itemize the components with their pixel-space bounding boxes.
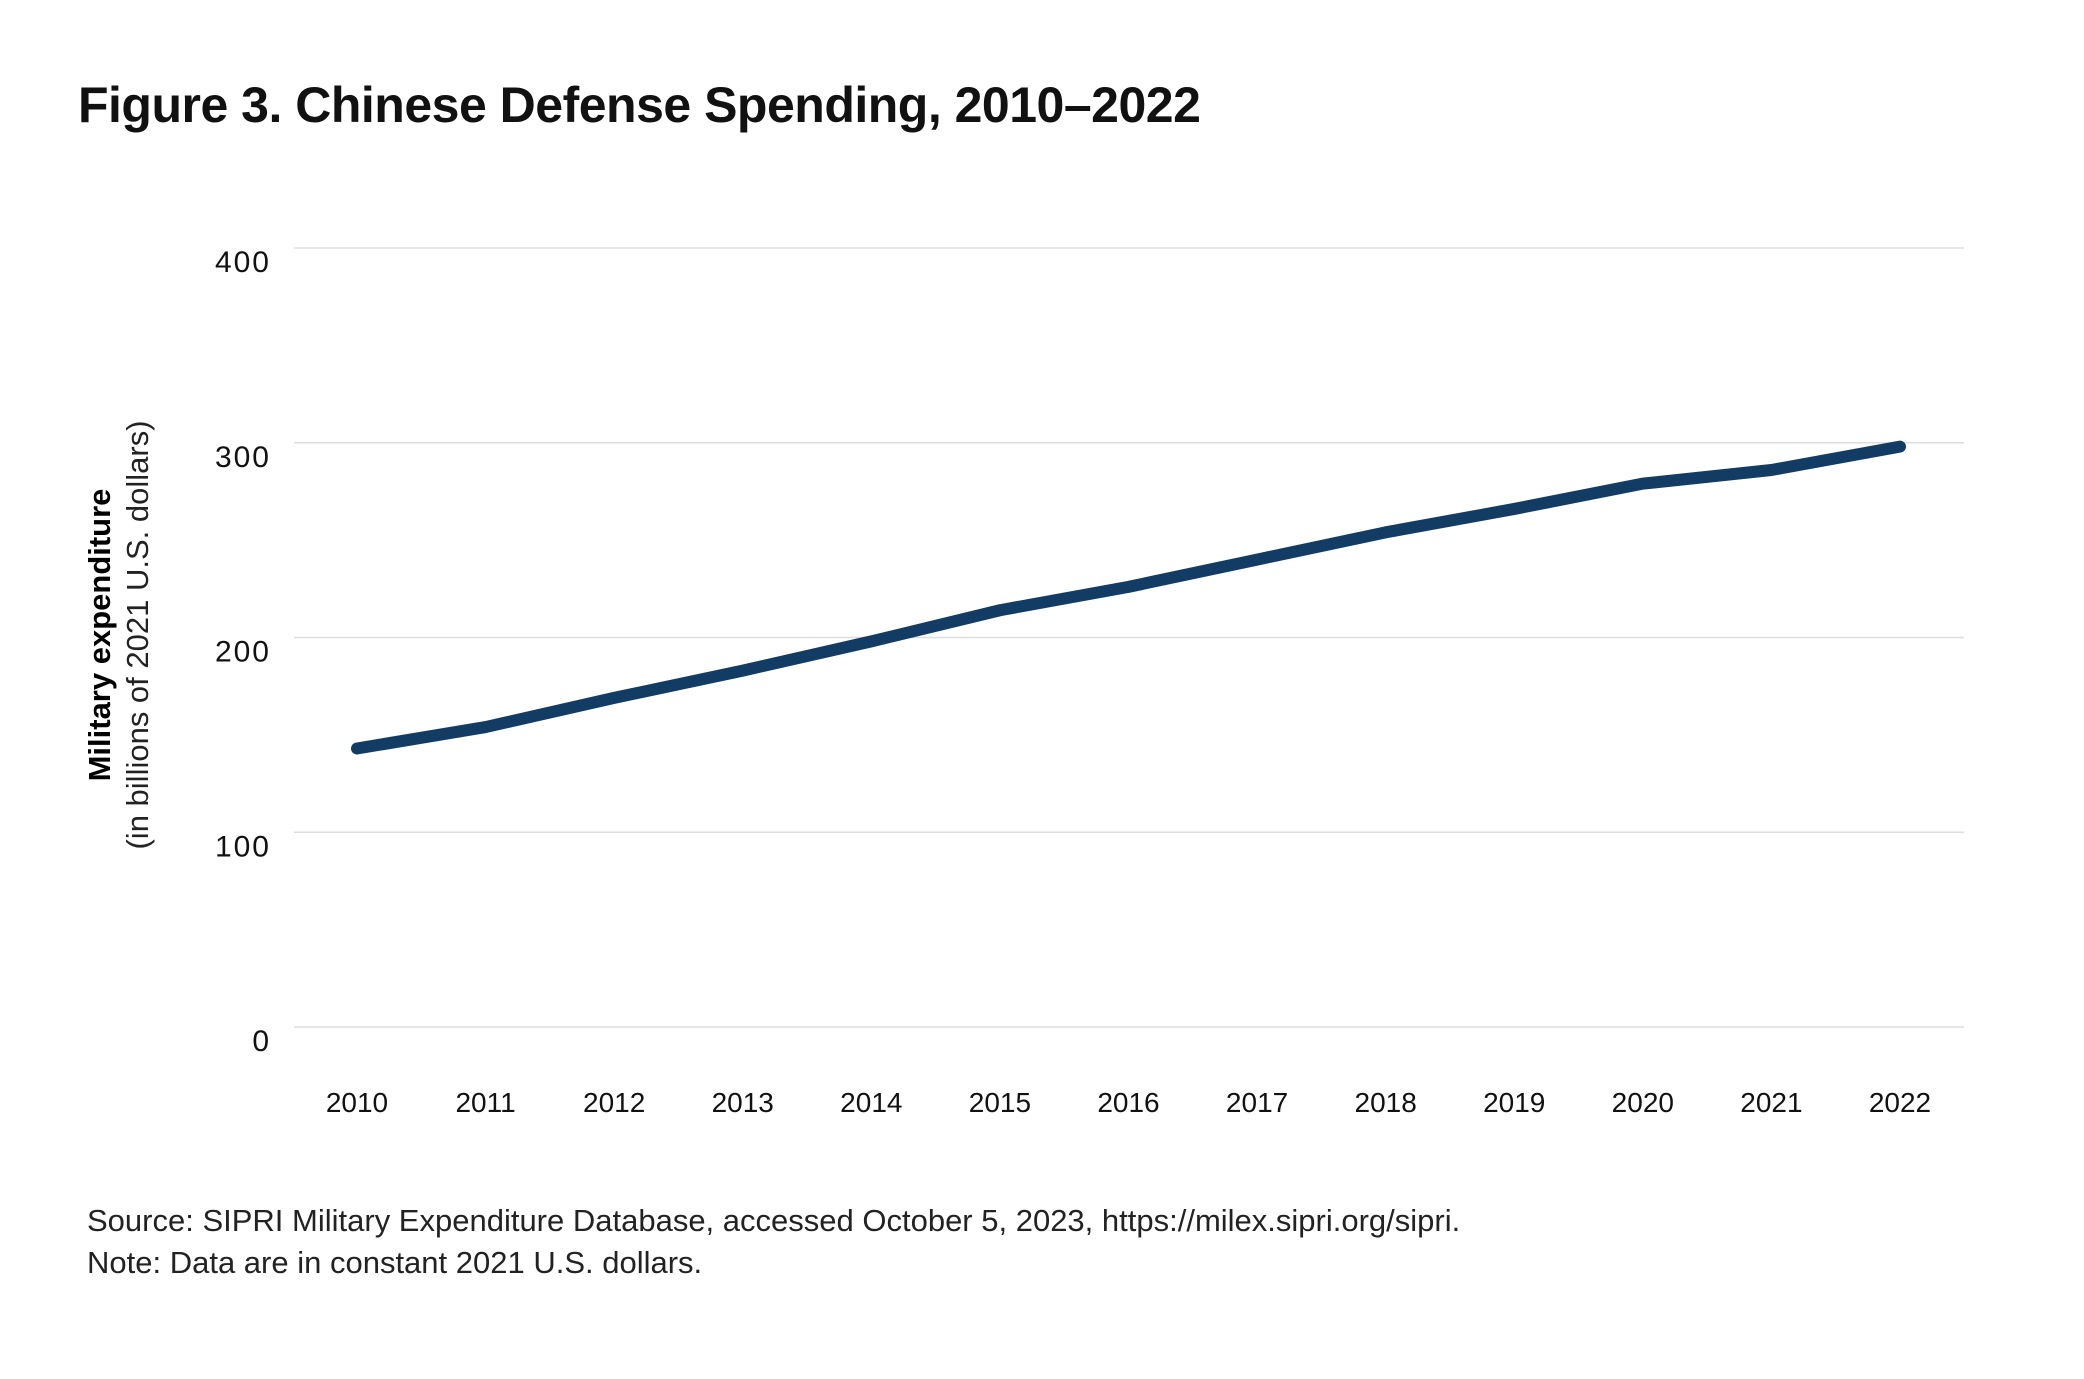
x-tick-label: 2018 (1355, 1087, 1417, 1118)
y-axis-sublabel: (in billions of 2021 U.S. dollars) (120, 420, 155, 849)
series (351, 440, 1906, 755)
x-tick-label: 2020 (1612, 1087, 1674, 1118)
x-tick-label: 2021 (1740, 1087, 1802, 1118)
x-tick-label: 2011 (455, 1087, 515, 1118)
x-tick-label: 2022 (1869, 1087, 1931, 1118)
x-tick-label: 2017 (1226, 1087, 1288, 1118)
note-text: Note: Data are in constant 2021 U.S. dol… (87, 1245, 703, 1280)
x-tick-label: 2014 (840, 1087, 902, 1118)
x-tick-label: 2013 (712, 1087, 774, 1118)
gridlines (294, 247, 1964, 1028)
y-tick-label: 300 (215, 441, 271, 474)
x-tick-label: 2012 (583, 1087, 645, 1118)
series-line (351, 440, 1906, 755)
y-tick-labels: 0 100 200 300 400 (215, 246, 271, 1058)
y-tick-label: 0 (252, 1025, 271, 1058)
y-tick-label: 400 (215, 246, 271, 279)
source-text: Source: SIPRI Military Expenditure Datab… (87, 1203, 1461, 1238)
x-tick-label: 2010 (326, 1087, 388, 1118)
x-tick-label: 2015 (969, 1087, 1031, 1118)
y-tick-label: 200 (215, 636, 271, 669)
y-axis-label: Military expenditure (82, 489, 117, 782)
y-tick-label: 100 (215, 830, 271, 863)
x-tick-label: 2016 (1097, 1087, 1159, 1118)
chart-title: Figure 3. Chinese Defense Spending, 2010… (78, 77, 1201, 133)
y-axis-title: Military expenditure (in billions of 202… (82, 420, 155, 849)
x-tick-labels: 2010 2011 2012 2013 2014 2015 2016 2017 2018 2019… (326, 1087, 1931, 1118)
x-tick-label: 2019 (1483, 1087, 1545, 1118)
